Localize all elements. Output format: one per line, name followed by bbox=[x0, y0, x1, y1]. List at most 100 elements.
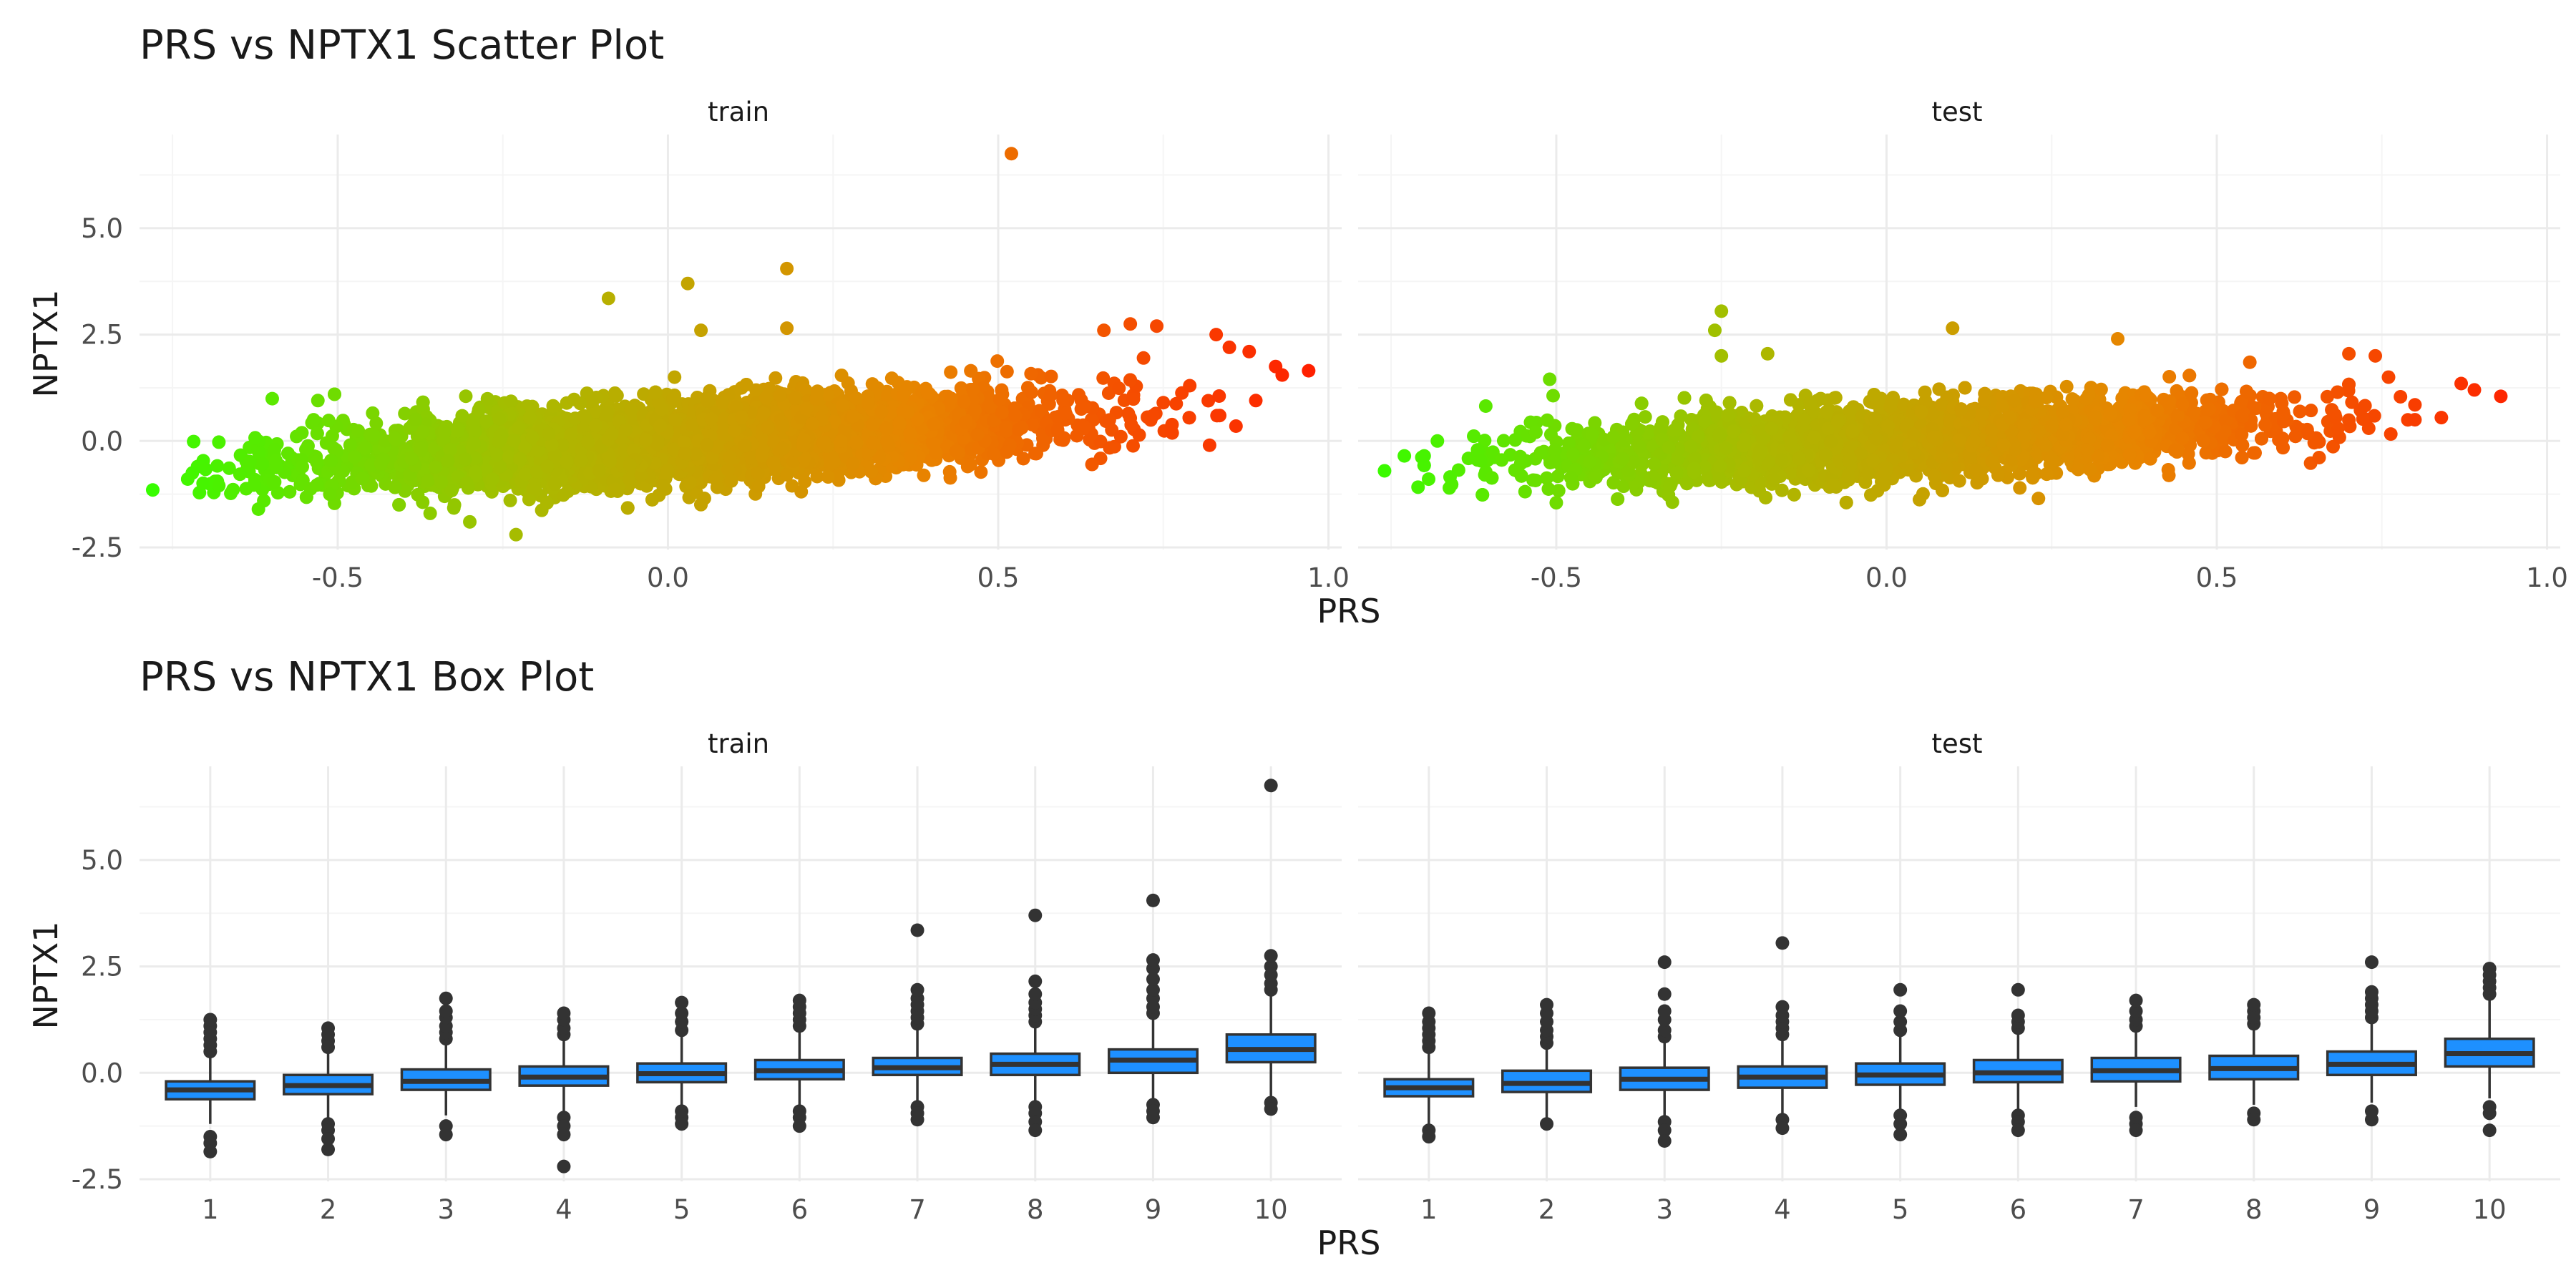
scatter-point bbox=[821, 469, 835, 484]
scatter-point bbox=[966, 382, 980, 396]
scatter-point bbox=[364, 479, 379, 493]
scatter-point bbox=[248, 431, 263, 445]
scatter-point bbox=[1044, 369, 1058, 384]
scatter-point bbox=[766, 434, 781, 449]
scatter-point bbox=[196, 476, 210, 490]
scatter-point bbox=[468, 465, 482, 479]
scatter-point bbox=[479, 414, 494, 429]
scatter-point bbox=[265, 391, 279, 406]
scatter-point bbox=[751, 479, 766, 494]
scatter-point bbox=[416, 495, 430, 509]
scatter-point bbox=[1112, 381, 1126, 396]
scatter-point bbox=[347, 450, 361, 464]
scatter-point bbox=[472, 403, 486, 417]
scatter-point bbox=[492, 434, 506, 449]
scatter-point bbox=[267, 442, 281, 457]
scatter-point bbox=[480, 391, 494, 406]
scatter-point bbox=[897, 389, 911, 403]
scatter-point bbox=[1113, 429, 1128, 444]
scatter-point bbox=[884, 406, 899, 420]
scatter-point bbox=[459, 389, 473, 404]
scatter-point bbox=[917, 468, 931, 482]
scatter-title: PRS vs NPTX1 Scatter Plot bbox=[140, 22, 664, 69]
scatter-point bbox=[540, 496, 555, 510]
scatter-point bbox=[451, 424, 465, 438]
scatter-point bbox=[369, 416, 384, 431]
scatter-point bbox=[786, 454, 801, 468]
scatter-point bbox=[1070, 429, 1084, 443]
scatter-point bbox=[1165, 426, 1179, 440]
scatter-point bbox=[392, 498, 406, 512]
scatter-point bbox=[1123, 373, 1138, 387]
scatter-point bbox=[822, 450, 836, 464]
scatter-point bbox=[1096, 371, 1111, 385]
scatter-point bbox=[321, 414, 336, 428]
scatter-point bbox=[968, 404, 982, 418]
scatter-point bbox=[455, 409, 469, 423]
scatter-point bbox=[1043, 388, 1058, 402]
scatter-point bbox=[252, 445, 266, 459]
scatter-point bbox=[447, 501, 461, 515]
scatter-point bbox=[556, 488, 570, 502]
scatter-point bbox=[1000, 364, 1014, 379]
scatter-point bbox=[773, 389, 787, 403]
scatter-point bbox=[788, 391, 802, 406]
scatter-point bbox=[756, 406, 771, 421]
scatter-panel-train bbox=[140, 135, 1342, 550]
scatter-point bbox=[623, 403, 638, 417]
scatter-point bbox=[210, 459, 225, 473]
scatter-point bbox=[1103, 441, 1117, 455]
scatter-point bbox=[769, 371, 783, 385]
scatter-point bbox=[810, 469, 824, 484]
scatter-point bbox=[884, 371, 899, 386]
scatter-point bbox=[944, 391, 958, 406]
scatter-point bbox=[983, 400, 997, 414]
scatter-point bbox=[744, 451, 758, 465]
scatter-point bbox=[247, 478, 261, 492]
scatter-point bbox=[809, 391, 824, 406]
scatter-point bbox=[270, 486, 285, 500]
scatter-point bbox=[759, 391, 774, 405]
scatter-point bbox=[255, 457, 270, 472]
scatter-point bbox=[546, 399, 560, 413]
scatter-point bbox=[280, 447, 295, 461]
scatter-point bbox=[479, 463, 493, 477]
scatter-point bbox=[398, 406, 412, 421]
scatter-point bbox=[519, 467, 533, 482]
scatter-point bbox=[1201, 394, 1216, 408]
scatter-points bbox=[145, 147, 1316, 542]
scatter-point bbox=[716, 396, 730, 410]
scatter-point bbox=[187, 434, 201, 449]
scatter-point bbox=[296, 473, 310, 487]
scatter-point bbox=[608, 482, 622, 497]
scatter-point bbox=[920, 386, 935, 400]
scatter-point bbox=[548, 477, 562, 492]
scatter-point bbox=[1036, 431, 1050, 446]
scatter-point bbox=[522, 492, 536, 507]
scatter-point bbox=[739, 378, 753, 392]
scatter-point bbox=[1016, 452, 1030, 466]
scatter-point bbox=[467, 414, 481, 429]
strip-label-scatter-train: train bbox=[708, 97, 769, 127]
scatter-point bbox=[1025, 417, 1040, 431]
scatter-point bbox=[222, 461, 236, 475]
strip-label-scatter-test: test bbox=[1931, 97, 1982, 127]
scatter-point bbox=[443, 442, 457, 457]
scatter-point bbox=[233, 467, 247, 482]
scatter-point bbox=[1126, 439, 1140, 453]
scatter-point bbox=[421, 474, 435, 488]
scatter-point bbox=[963, 457, 977, 472]
scatter-point bbox=[949, 444, 963, 458]
scatter-point bbox=[504, 394, 518, 409]
scatter-point bbox=[266, 475, 280, 489]
scatter-point bbox=[751, 466, 765, 480]
scatter-point bbox=[942, 464, 957, 479]
scatter-point bbox=[585, 394, 599, 408]
scatter-point bbox=[986, 414, 1000, 428]
scatter-point bbox=[964, 364, 978, 378]
scatter-point bbox=[623, 472, 637, 487]
scatter-point bbox=[343, 438, 357, 452]
scatter-point bbox=[1074, 402, 1088, 416]
scatter-point bbox=[305, 416, 319, 430]
